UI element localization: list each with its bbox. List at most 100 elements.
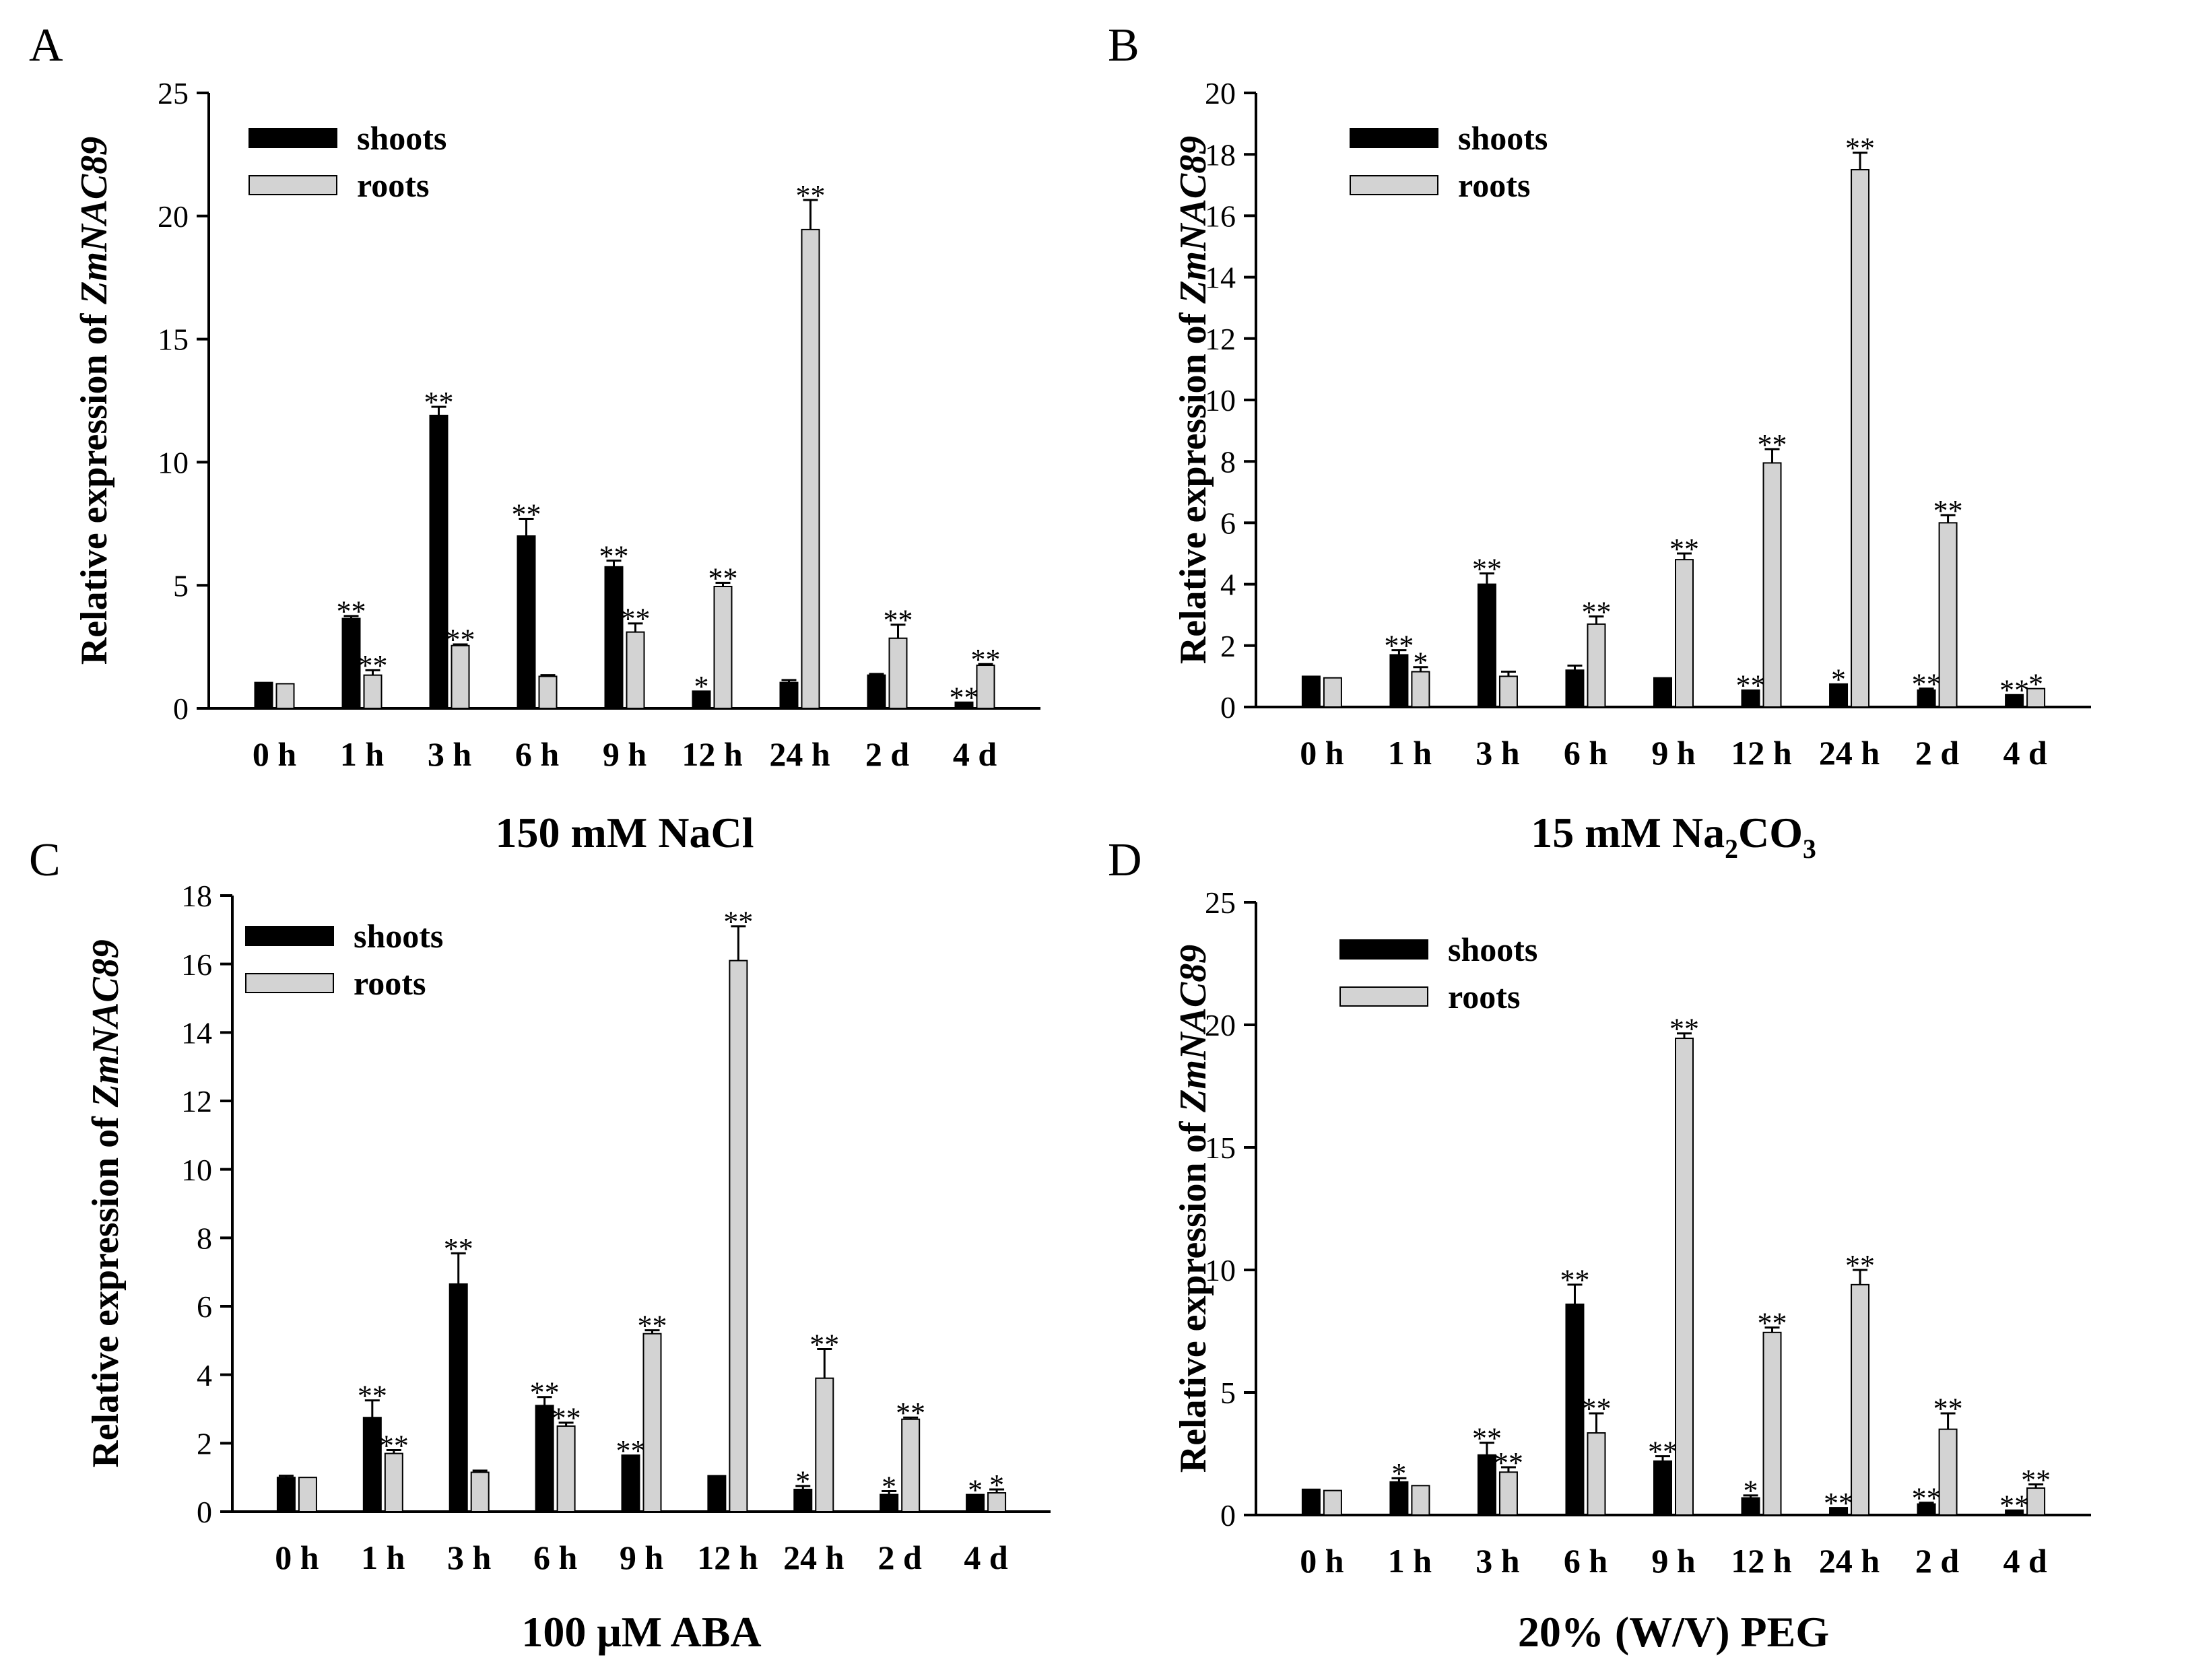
panel-label: A	[29, 20, 63, 71]
shoots-bar	[2005, 694, 2024, 708]
x-tick-label: 24 h	[1819, 1542, 1880, 1580]
legend-swatch-roots	[245, 973, 334, 993]
y-tick-label: 25	[1205, 885, 1236, 920]
significance-mark: **	[1648, 1435, 1678, 1468]
y-axis-label: Relative expression of ZmNAC89	[73, 137, 115, 665]
y-tick-label: 20	[158, 199, 189, 234]
significance-mark: *	[1391, 1457, 1406, 1490]
significance-mark: **	[1912, 1482, 1942, 1515]
x-tick-label: 9 h	[1651, 1542, 1696, 1580]
y-tick-label: 14	[181, 1015, 212, 1050]
significance-mark: **	[1472, 552, 1502, 585]
significance-mark: **	[446, 624, 475, 657]
significance-mark: **	[1999, 1489, 2029, 1522]
roots-bar	[1938, 522, 1958, 708]
roots-bar	[1498, 1471, 1518, 1516]
significance-mark: **	[950, 681, 979, 714]
legend-label-roots: roots	[357, 166, 429, 204]
x-tick-label: 4 d	[964, 1539, 1008, 1576]
shoots-bar	[1477, 1454, 1496, 1516]
shoots-bar	[621, 1454, 640, 1512]
y-axis-label: Relative expression of ZmNAC89	[1172, 945, 1214, 1473]
significance-mark: **	[1494, 1446, 1523, 1479]
y-tick-label: 8	[197, 1221, 212, 1255]
significance-mark: *	[694, 670, 709, 703]
significance-mark: **	[444, 1232, 473, 1265]
significance-mark: **	[1845, 132, 1875, 165]
x-tick-label: 0 h	[1300, 734, 1344, 772]
panel-label: C	[29, 834, 61, 886]
y-tick-label: 18	[1205, 137, 1236, 172]
shoots-bar	[779, 681, 799, 709]
y-tick-label: 0	[1220, 690, 1236, 725]
shoots-bar	[1829, 1507, 1849, 1516]
roots-bar	[1762, 1331, 1782, 1516]
y-tick-label: 18	[181, 879, 212, 913]
shoots-bar	[254, 681, 273, 709]
panel-label: D	[1108, 834, 1142, 886]
roots-bar	[642, 1333, 662, 1512]
y-tick-label: 12	[1205, 322, 1236, 356]
y-tick-label: 0	[197, 1495, 212, 1529]
y-tick-label: 6	[1220, 506, 1236, 541]
significance-mark: *	[2028, 667, 2043, 700]
significance-mark: **	[884, 603, 913, 636]
legend-label-shoots: shoots	[1448, 931, 1537, 968]
roots-bar	[801, 228, 820, 709]
legend-swatch-roots	[1350, 175, 1438, 195]
shoots-bar	[517, 535, 536, 710]
significance-mark: **	[1736, 669, 1766, 702]
y-tick-label: 12	[181, 1084, 212, 1118]
roots-bar	[451, 644, 470, 709]
x-tick-label: 2 d	[865, 735, 910, 773]
shoots-bar	[362, 1417, 382, 1512]
y-tick-label: 15	[158, 323, 189, 357]
x-tick-label: 2 d	[1915, 1542, 1960, 1580]
panel-title: 20% (W/V) PEG	[1518, 1608, 1829, 1656]
x-tick-label: 1 h	[1388, 734, 1432, 772]
x-tick-label: 0 h	[253, 735, 297, 773]
y-tick-label: 4	[1220, 568, 1236, 602]
x-tick-label: 0 h	[1300, 1542, 1344, 1580]
x-tick-label: 9 h	[1651, 734, 1696, 772]
significance-mark: **	[337, 595, 366, 628]
y-axis-label: Relative expression of ZmNAC89	[1172, 136, 1214, 664]
y-tick-label: 5	[1220, 1376, 1236, 1410]
y-tick-label: 10	[1205, 1253, 1236, 1287]
roots-bar	[384, 1452, 403, 1512]
y-tick-label: 20	[1205, 1008, 1236, 1042]
significance-mark: **	[1560, 1264, 1589, 1297]
significance-mark: **	[358, 1380, 387, 1413]
shoots-bar	[692, 690, 711, 709]
significance-mark: **	[1824, 1487, 1853, 1520]
significance-mark: **	[971, 643, 1001, 676]
x-tick-label: 4 d	[2003, 734, 2047, 772]
panel-title: 15 mM Na2CO3	[1531, 809, 1816, 864]
x-tick-label: 1 h	[1388, 1542, 1432, 1580]
x-tick-label: 24 h	[1819, 734, 1880, 772]
legend-label-roots: roots	[1458, 166, 1530, 204]
significance-mark: **	[638, 1309, 667, 1342]
significance-mark: **	[1581, 1392, 1611, 1425]
x-tick-label: 3 h	[428, 735, 472, 773]
significance-mark: **	[621, 603, 651, 636]
roots-bar	[901, 1418, 921, 1512]
significance-mark: **	[1758, 428, 1787, 461]
x-tick-label: 12 h	[682, 735, 743, 773]
x-tick-label: 12 h	[1731, 734, 1792, 772]
legend-swatch-shoots	[245, 926, 334, 946]
significance-mark: **	[1669, 533, 1699, 566]
panel-c: C 0 2 4 6 8 10 12 14 16 18 Relative expression of Z…	[29, 834, 1051, 1656]
x-tick-label: 24 h	[769, 735, 830, 773]
x-tick-label: 6 h	[515, 735, 560, 773]
significance-mark: **	[599, 539, 629, 572]
y-tick-label: 25	[158, 76, 189, 110]
shoots-bar	[1741, 1497, 1760, 1516]
x-tick-label: 1 h	[340, 735, 385, 773]
significance-mark: **	[1384, 629, 1414, 662]
y-tick-label: 6	[197, 1289, 212, 1324]
significance-mark: *	[795, 1465, 810, 1498]
roots-bar	[470, 1471, 490, 1513]
y-tick-label: 2	[197, 1426, 212, 1460]
